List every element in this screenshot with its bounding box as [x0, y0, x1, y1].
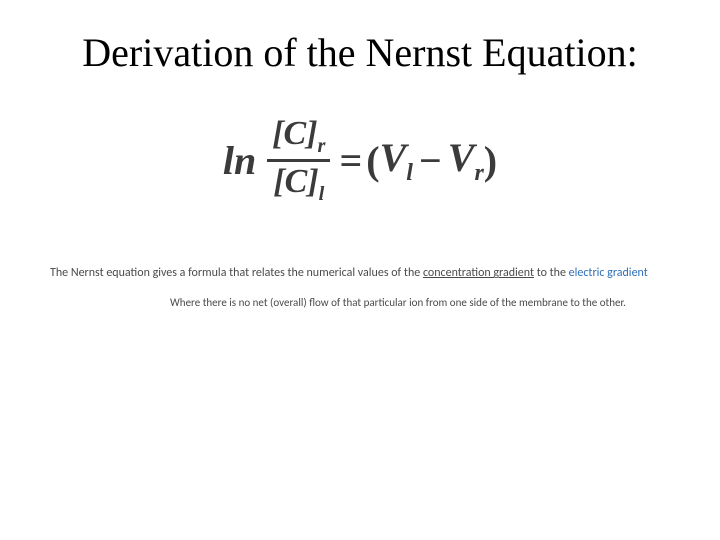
numerator: [C]r: [266, 116, 331, 159]
num-base: [C]: [272, 115, 317, 152]
v1-sub: l: [406, 160, 413, 186]
den-base: [C]: [273, 163, 318, 200]
slide-title: Derivation of the Nernst Equation:: [50, 30, 670, 76]
description-1: The Nernst equation gives a formula that…: [50, 265, 670, 282]
nernst-equation: ln [C]r [C]l = ( Vl − Vr ): [50, 116, 670, 205]
fraction: [C]r [C]l: [266, 116, 331, 205]
right-paren: ): [484, 137, 497, 184]
ln-symbol: ln: [223, 137, 256, 184]
v-right: Vr: [448, 134, 484, 187]
denominator: [C]l: [267, 159, 330, 205]
desc1-b: concentration gradient: [423, 266, 534, 280]
minus-sign: −: [419, 137, 442, 184]
v2-base: V: [448, 135, 475, 180]
left-paren: (: [366, 137, 379, 184]
v1-base: V: [380, 135, 407, 180]
equals-sign: =: [339, 137, 362, 184]
desc1-c: to the: [534, 266, 569, 280]
equation-body: ln [C]r [C]l = ( Vl − Vr ): [223, 116, 497, 205]
desc1-d: electric gradient: [569, 266, 648, 280]
num-sub: r: [318, 135, 326, 157]
v2-sub: r: [474, 160, 483, 186]
description-2: Where there is no net (overall) flow of …: [50, 296, 670, 309]
slide: Derivation of the Nernst Equation: ln [C…: [0, 0, 720, 540]
v-left: Vl: [380, 134, 413, 187]
desc1-a: The Nernst equation gives a formula that…: [50, 266, 423, 280]
den-sub: l: [319, 183, 325, 205]
